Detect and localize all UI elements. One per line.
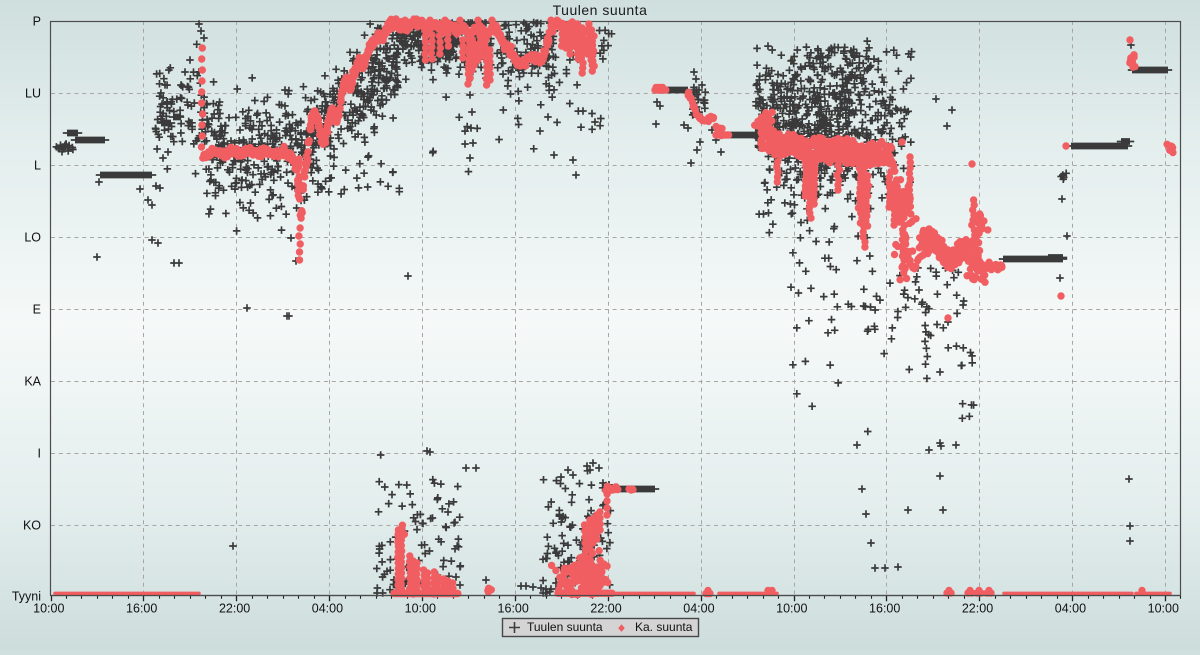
svg-text:16:00: 16:00 bbox=[498, 602, 529, 616]
svg-text:22:00: 22:00 bbox=[219, 602, 250, 616]
svg-text:LO: LO bbox=[24, 231, 41, 245]
svg-text:22:00: 22:00 bbox=[590, 602, 621, 616]
svg-text:16:00: 16:00 bbox=[869, 602, 900, 616]
svg-text:22:00: 22:00 bbox=[962, 602, 993, 616]
svg-text:Tuulen suunta: Tuulen suunta bbox=[553, 2, 648, 18]
svg-text:Tyyni: Tyyni bbox=[12, 590, 41, 604]
svg-text:04:00: 04:00 bbox=[312, 602, 343, 616]
svg-text:10:00: 10:00 bbox=[33, 602, 64, 616]
svg-text:KO: KO bbox=[23, 519, 41, 533]
svg-text:04:00: 04:00 bbox=[1055, 602, 1086, 616]
svg-text:I: I bbox=[38, 447, 41, 461]
svg-text:LU: LU bbox=[25, 87, 41, 101]
svg-text:10:00: 10:00 bbox=[1148, 602, 1179, 616]
svg-text:E: E bbox=[33, 303, 41, 317]
svg-text:P: P bbox=[33, 15, 41, 29]
svg-text:10:00: 10:00 bbox=[405, 602, 436, 616]
svg-text:L: L bbox=[34, 159, 41, 173]
svg-text:KA: KA bbox=[24, 375, 41, 389]
svg-text:10:00: 10:00 bbox=[776, 602, 807, 616]
svg-text:Ka. suunta: Ka. suunta bbox=[635, 620, 693, 634]
svg-text:16:00: 16:00 bbox=[126, 602, 157, 616]
svg-text:Tuulen suunta: Tuulen suunta bbox=[527, 620, 603, 634]
svg-text:04:00: 04:00 bbox=[683, 602, 714, 616]
